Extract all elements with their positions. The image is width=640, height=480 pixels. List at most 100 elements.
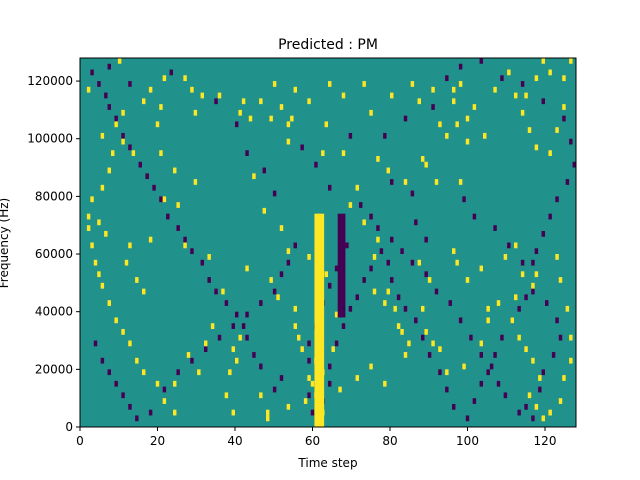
heatmap-cell-high [97, 271, 101, 278]
heatmap-cell-high [193, 179, 198, 185]
heatmap-cell-high [286, 138, 291, 145]
heatmap-cell-high [458, 81, 463, 87]
heatmap-cell-high [290, 115, 294, 122]
heatmap-cell-high [86, 213, 91, 220]
heatmap-cell-high [86, 86, 91, 93]
heatmap-cell-high [517, 334, 521, 341]
heatmap-cell-high [286, 248, 291, 255]
heatmap-cell-high [510, 317, 514, 324]
heatmap-cell-high [114, 121, 118, 128]
heatmap-cell-low [345, 242, 349, 249]
heatmap-cell-high [93, 259, 98, 266]
heatmap-cell-low [128, 144, 132, 151]
heatmap-cell-low [183, 236, 187, 243]
heatmap-cell-low [121, 392, 125, 399]
heatmap-background [80, 58, 576, 427]
heatmap-cell-low [314, 161, 318, 168]
heatmap-cell-high [355, 184, 359, 191]
x-tick-label: 20 [150, 434, 165, 448]
heatmap-cell-high [514, 294, 518, 301]
heatmap-cell-high [421, 156, 425, 162]
heatmap-cell-high [410, 81, 415, 87]
heatmap-cell-high [538, 375, 542, 381]
x-axis: 0 20 40 60 80 100 120 [76, 427, 556, 448]
heatmap-cell-low [272, 288, 277, 295]
heatmap-cell-high [297, 334, 301, 341]
heatmap-cell-high [483, 132, 487, 139]
heatmap-cell-high [266, 415, 270, 422]
heatmap-cell-low [390, 277, 394, 283]
heatmap-cell-high [148, 236, 153, 243]
heatmap-column-high [314, 213, 321, 427]
heatmap-cell-high [252, 173, 256, 180]
heatmap-cell-low [452, 403, 456, 410]
heatmap-cell-high [341, 92, 346, 99]
heatmap-cell-low [328, 363, 332, 370]
heatmap-cell-high [321, 150, 325, 157]
y-tick-label: 40000 [35, 305, 73, 319]
heatmap-cell-low [259, 363, 263, 370]
heatmap-cell-low [135, 415, 139, 422]
heatmap-cell-high [90, 196, 94, 203]
heatmap-cell-low [231, 323, 235, 329]
heatmap-cell-high [383, 380, 387, 387]
heatmap-cell-high [548, 150, 552, 157]
heatmap-cell-low [328, 184, 332, 191]
heatmap-cell-high [162, 75, 167, 82]
heatmap-cell-low [362, 277, 366, 283]
heatmap-cell-high [259, 98, 263, 105]
heatmap-cell-high [272, 81, 277, 87]
heatmap-column-low [337, 213, 342, 318]
y-axis-label: Frequency (Hz) [0, 198, 11, 289]
heatmap-cell-high [362, 81, 366, 87]
heatmap-cell-low [500, 75, 504, 82]
heatmap-cell-low [279, 271, 284, 278]
heatmap-cell-high [562, 375, 566, 381]
heatmap-cell-high [558, 277, 563, 283]
x-axis-label: Time step [297, 456, 357, 470]
heatmap-cell-high [372, 254, 377, 260]
heatmap-cell-low [531, 415, 535, 422]
heatmap-cell-low [259, 300, 263, 306]
heatmap-cell-high [100, 132, 105, 139]
x-tick-label: 80 [382, 434, 397, 448]
heatmap-cell-low [200, 259, 204, 266]
heatmap-cell-high [231, 409, 235, 416]
heatmap-cell-low [328, 380, 332, 387]
heatmap-cell-low [224, 300, 229, 306]
heatmap-cell-high [121, 138, 125, 145]
heatmap-cell-high [455, 259, 459, 266]
heatmap-cell-low [169, 69, 173, 76]
heatmap-cell-low [217, 334, 222, 341]
heatmap-cell-low [410, 190, 415, 197]
heatmap-cell-high [438, 121, 442, 128]
heatmap-cell-low [348, 132, 353, 139]
heatmap-cell-low [159, 196, 163, 203]
heatmap-cell-high [235, 357, 239, 364]
heatmap-cell-low [431, 104, 435, 110]
heatmap-cell-low [107, 369, 111, 376]
heatmap-cell-low [438, 369, 442, 376]
heatmap-cell-high [224, 392, 229, 399]
heatmap-cell-high [548, 69, 552, 76]
heatmap-cell-high [427, 277, 432, 283]
heatmap-cell-low [493, 225, 497, 231]
heatmap-cell-high [142, 369, 146, 376]
heatmap-cell-high [362, 219, 366, 226]
heatmap-cell-high [400, 328, 404, 335]
heatmap-cell-high [148, 86, 153, 93]
heatmap-cell-low [166, 213, 170, 220]
heatmap-cell-high [465, 277, 470, 283]
heatmap-cell-high [417, 98, 421, 105]
heatmap-cell-low [176, 225, 180, 231]
heatmap-cell-high [348, 202, 353, 208]
heatmap-cell-high [424, 161, 428, 168]
heatmap-cell-low [307, 357, 311, 364]
heatmap-cell-high [269, 115, 273, 122]
heatmap-cell-high [527, 127, 532, 133]
heatmap-cell-low [551, 352, 556, 358]
x-tick-label: 40 [227, 434, 242, 448]
heatmap-cell-high [128, 242, 132, 249]
heatmap-cell-low [421, 334, 425, 341]
plot-frame [79, 57, 577, 428]
